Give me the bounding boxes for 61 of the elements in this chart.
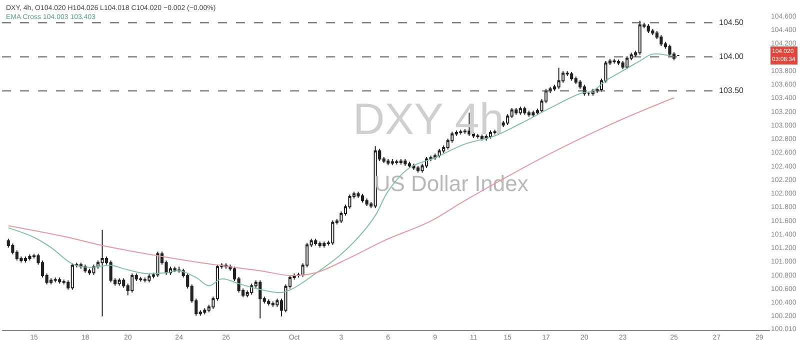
candlestick (70, 262, 74, 290)
candlestick (612, 58, 616, 64)
candlestick (557, 67, 560, 90)
candlestick (58, 277, 62, 284)
candlestick (258, 280, 262, 319)
ref-line-label: 104.00 (719, 52, 744, 61)
candlestick (660, 34, 663, 46)
candlestick (54, 277, 57, 283)
candlestick (574, 76, 578, 85)
candlestick (322, 240, 326, 248)
candlestick (314, 238, 318, 246)
ref-line-label: 103.50 (719, 86, 744, 95)
candlestick (139, 276, 142, 282)
candlestick (404, 158, 407, 166)
candlestick (668, 44, 672, 57)
candlestick (331, 220, 334, 246)
candlestick (480, 134, 484, 142)
candlestick (50, 278, 53, 285)
candlestick (514, 107, 518, 116)
candlestick (646, 24, 650, 34)
line-series (8, 97, 674, 276)
candlestick (100, 229, 104, 317)
candlestick (109, 260, 112, 283)
candlestick (651, 28, 654, 36)
candlestick (130, 272, 134, 294)
candlestick (118, 278, 121, 286)
candlestick (638, 20, 642, 56)
candlestick (365, 198, 368, 207)
candlestick (356, 191, 360, 198)
candlestick (616, 59, 620, 66)
line-series (8, 53, 674, 294)
candlestick (548, 86, 552, 94)
ref-line-label: 104.50 (719, 18, 744, 27)
candlestick (267, 298, 270, 306)
candlestick (390, 158, 394, 166)
candlestick (386, 158, 390, 166)
candlestick (621, 60, 624, 70)
candlestick (156, 251, 160, 278)
candlestick (416, 165, 420, 174)
candlestick (88, 268, 92, 276)
candlestick (203, 308, 206, 315)
candlestick (523, 106, 526, 116)
candlestick (395, 159, 398, 165)
candlestick (173, 266, 176, 273)
candlestick (250, 283, 254, 296)
candlestick (570, 71, 574, 82)
candlestick (476, 133, 480, 140)
candlestick (412, 163, 416, 170)
candlestick (626, 56, 629, 70)
candlestick (424, 156, 428, 168)
candlestick (532, 110, 535, 118)
candlestick (459, 129, 462, 136)
candlestick (28, 254, 32, 262)
candlestick (518, 106, 522, 116)
candlestick (408, 161, 412, 168)
candlestick (493, 129, 496, 136)
candlestick (24, 256, 28, 264)
candlestick (374, 146, 377, 209)
candlestick (148, 274, 151, 283)
candlestick (318, 240, 322, 248)
candlestick (360, 193, 364, 204)
